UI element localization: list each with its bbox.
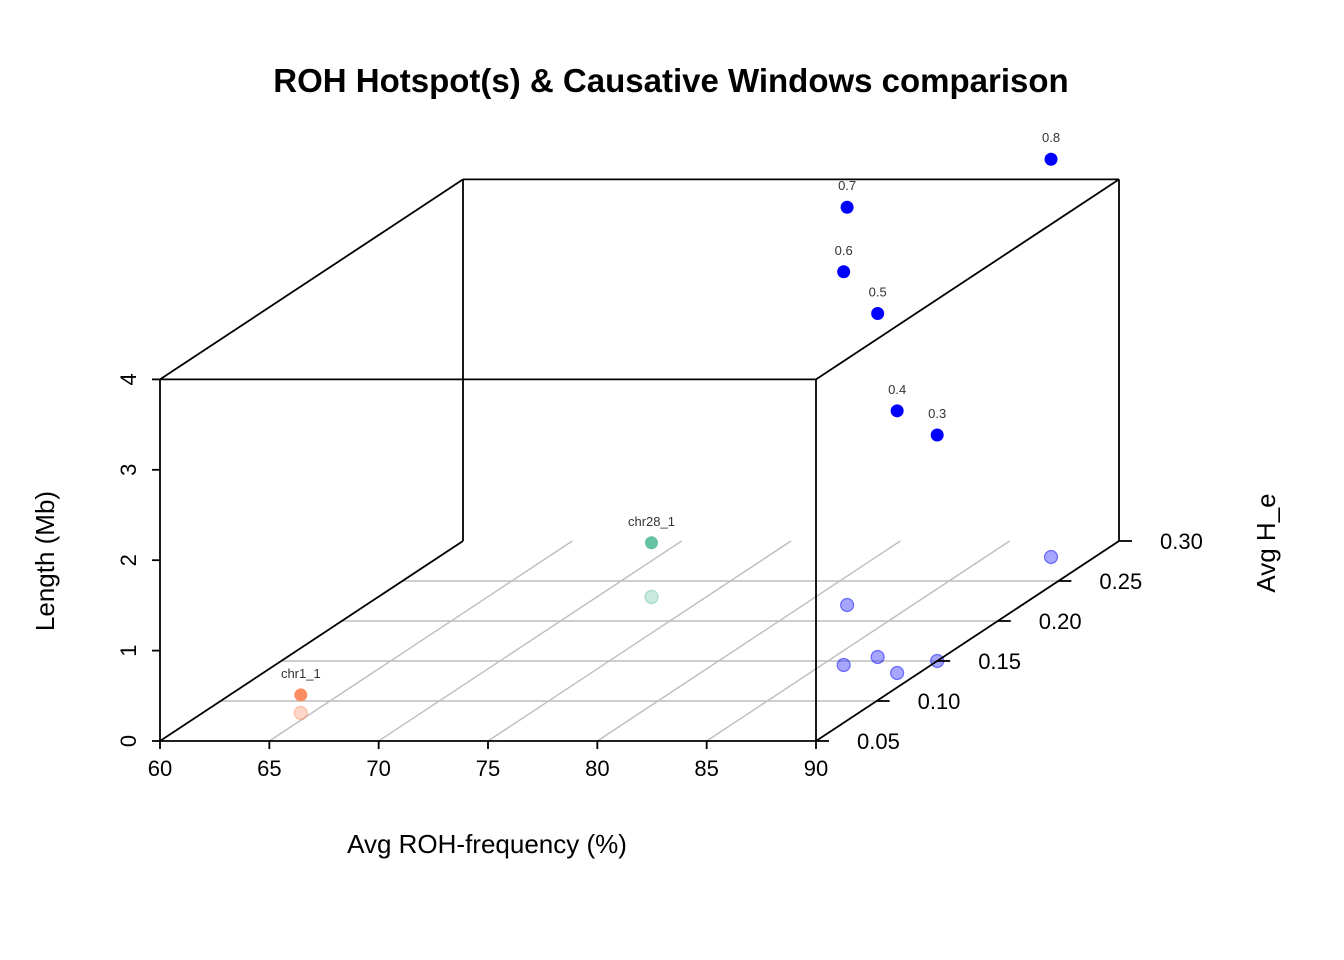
data-point-label: 0.8 [1042,130,1060,145]
y-axis-label: Avg H_e [1251,493,1281,592]
x-tick-label: 85 [694,756,718,781]
data-point [294,688,308,702]
data-point-label: chr28_1 [628,514,675,529]
floor-grid [220,540,1059,742]
x-tick-label: 80 [585,756,609,781]
y-tick-label: 0.30 [1160,529,1203,554]
point-shadow [836,657,851,673]
data-point [871,306,885,320]
point-shadow [644,589,659,605]
point-shadow [890,665,905,681]
chart-title: ROH Hotspot(s) & Causative Windows compa… [273,62,1068,99]
point-shadow [840,597,855,613]
data-point [890,404,904,418]
y-tick-label: 0.05 [857,729,900,754]
data-point [840,200,854,214]
data-point-label: 0.7 [838,178,856,193]
x-tick-label: 75 [476,756,500,781]
x-tick-label: 60 [148,756,172,781]
point-shadow [293,705,308,721]
box-edge [815,540,1120,742]
x-axis-label: Avg ROH-frequency (%) [347,829,627,859]
point-shadow [1043,549,1059,565]
z-tick-label: 3 [116,464,141,476]
data-point [837,265,851,279]
z-tick-label: 1 [116,644,141,656]
floor-shadows [293,549,1059,721]
x-tick-label: 65 [257,756,281,781]
data-point-label: chr1_1 [281,666,321,681]
point-shadow [870,649,885,665]
y-tick-label: 0.10 [918,689,961,714]
data-point-label: 0.3 [928,406,946,421]
y-tick-label: 0.15 [978,649,1021,674]
grid-line-x [487,540,792,742]
data-point [1044,152,1058,166]
box-edge [159,178,464,381]
axis-ticks: 60 65 70 75 80 85 90 0 1 2 3 4 0.05 0.10 0.15 0.20 0.25 0… [116,373,1203,781]
z-tick-label: 2 [116,554,141,566]
z-axis-label: Length (Mb) [30,491,60,631]
data-point-label: 0.4 [888,382,906,397]
data-points: chr1_1 chr28_1 0.3 0.4 0.5 0.6 0.7 0.8 [281,130,1060,702]
data-point [644,536,658,550]
z-tick-label: 0 [116,735,141,747]
grid-line-x [268,540,573,742]
data-point-label: 0.6 [835,243,853,258]
z-tick-label: 4 [116,373,141,385]
x-tick-label: 70 [366,756,390,781]
y-tick-label: 0.20 [1039,609,1082,634]
grid-line-x [706,540,1011,742]
x-tick-label: 90 [804,756,828,781]
y-tick-label: 0.25 [1099,569,1142,594]
grid-line-x [378,540,683,742]
data-point [930,428,944,442]
box-edge [159,540,464,742]
data-point-label: 0.5 [869,284,887,299]
grid-line-x [596,540,901,742]
box-edge [815,178,1120,381]
